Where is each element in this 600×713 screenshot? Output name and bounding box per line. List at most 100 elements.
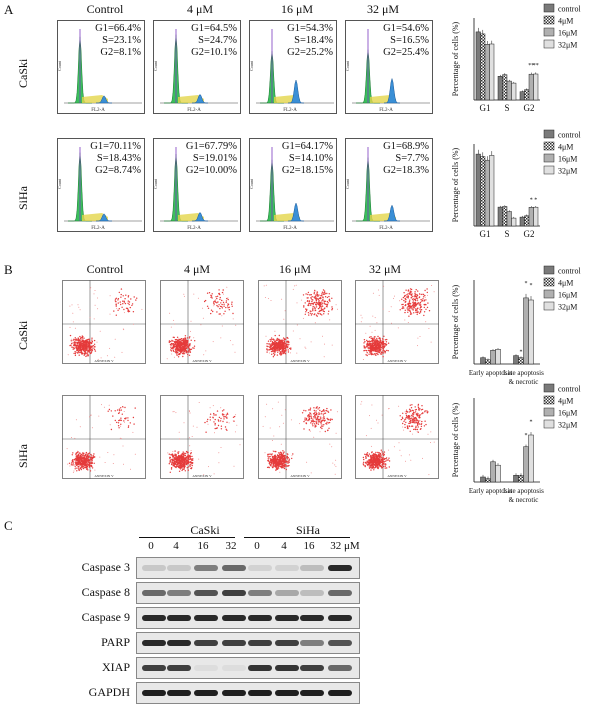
event-dot: [311, 313, 313, 315]
event-dot: [308, 415, 310, 417]
event-dot: [369, 347, 371, 350]
event-dot: [180, 466, 183, 468]
bar-control-0: [480, 476, 486, 483]
event-dot: [187, 345, 189, 347]
event-dot: [222, 290, 224, 292]
event-dot: [379, 350, 381, 352]
event-dot: [324, 296, 327, 298]
event-dot: [181, 347, 183, 349]
hist-x-label: FL2-A: [187, 108, 201, 113]
event-dot: [218, 452, 220, 454]
event-dot: [264, 297, 266, 298]
event-dot: [414, 420, 416, 422]
event-dot: [290, 348, 292, 350]
event-dot: [303, 409, 305, 412]
event-dot: [377, 351, 379, 353]
event-dot: [413, 304, 415, 307]
event-dot: [319, 431, 321, 433]
event-dot: [87, 457, 89, 459]
event-dot: [79, 455, 81, 457]
event-dot: [221, 306, 223, 308]
event-dot: [232, 420, 234, 422]
event-dot: [74, 351, 76, 353]
event-dot: [384, 339, 387, 341]
event-dot: [170, 468, 173, 470]
g2-peak: [384, 77, 400, 104]
event-dot: [184, 347, 186, 349]
event-dot: [323, 301, 325, 303]
event-dot: [69, 305, 71, 307]
event-dot: [294, 285, 296, 287]
event-dot: [322, 296, 324, 298]
event-dot: [364, 347, 366, 349]
event-dot: [299, 338, 301, 340]
event-dot: [374, 458, 376, 461]
event-dot: [81, 465, 83, 467]
event-dot: [86, 346, 88, 349]
event-dot: [118, 419, 120, 422]
event-dot: [183, 339, 185, 341]
event-dot: [367, 347, 369, 349]
event-dot: [382, 457, 384, 459]
event-dot: [277, 351, 279, 353]
event-dot: [115, 297, 118, 299]
event-dot: [414, 409, 417, 411]
event-dot: [413, 428, 415, 431]
event-dot: [316, 292, 318, 294]
event-dot: [213, 305, 215, 307]
event-dot: [310, 416, 313, 418]
y-axis-label: Percentage of cells (%): [451, 402, 460, 477]
event-dot: [74, 458, 76, 460]
event-dot: [411, 302, 413, 304]
event-dot: [317, 423, 320, 425]
event-dot: [391, 322, 392, 324]
event-dot: [383, 346, 385, 348]
event-dot: [108, 404, 110, 406]
event-dot: [115, 305, 117, 307]
event-dot: [369, 415, 370, 417]
event-dot: [321, 413, 323, 415]
event-dot: [368, 459, 370, 461]
stat-s: S=18.4%: [294, 35, 333, 46]
event-dot: [226, 412, 229, 414]
event-dot: [185, 340, 187, 343]
event-dot: [217, 424, 220, 427]
event-dot: [188, 343, 191, 345]
event-dot: [335, 465, 337, 467]
event-dot: [421, 408, 424, 411]
event-dot: [169, 459, 171, 461]
event-dot: [85, 456, 87, 459]
event-dot: [214, 418, 216, 421]
event-dot: [276, 345, 278, 347]
event-dot: [288, 344, 290, 346]
event-dot: [418, 293, 421, 295]
event-dot: [408, 422, 410, 425]
event-dot: [366, 463, 368, 466]
event-dot: [176, 351, 178, 354]
event-dot: [278, 342, 281, 344]
event-dot: [315, 303, 317, 306]
event-dot: [407, 427, 409, 430]
event-dot: [320, 418, 322, 420]
event-dot: [371, 339, 373, 342]
event-dot: [87, 456, 89, 458]
event-dot: [172, 463, 175, 465]
event-dot: [274, 348, 277, 351]
event-dot: [364, 341, 366, 343]
event-dot: [371, 352, 373, 354]
g2-peak: [384, 204, 400, 222]
lane-label-6: 16: [303, 540, 315, 552]
event-dot: [174, 455, 177, 457]
event-dot: [315, 299, 317, 301]
legend-label: 4μM: [558, 397, 573, 406]
event-dot: [179, 438, 180, 440]
event-dot: [406, 294, 408, 296]
x-tick-label: Late apoptosis: [503, 487, 544, 495]
event-dot: [120, 288, 123, 290]
event-dot: [414, 293, 416, 296]
event-dot: [406, 309, 409, 311]
event-dot: [224, 310, 226, 312]
row-head-siha-a: SiHa: [16, 186, 30, 210]
blot-band: [167, 665, 191, 671]
blot-band: [248, 615, 272, 621]
